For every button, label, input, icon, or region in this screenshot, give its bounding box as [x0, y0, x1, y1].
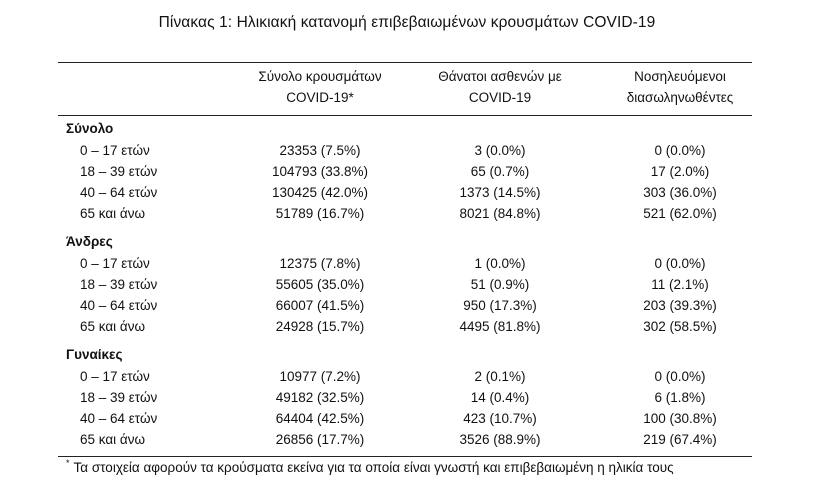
table-row: 0 – 17 ετών 10977 (7.2%) 2 (0.1%) 0 (0.0…	[0, 369, 814, 389]
table-row: 40 – 64 ετών 130425 (42.0%) 1373 (14.5%)…	[0, 185, 814, 205]
age-band-cell: 18 – 39 ετών	[80, 164, 158, 179]
cases-cell: 23353 (7.5%)	[279, 143, 361, 158]
table-row: 0 – 17 ετών 23353 (7.5%) 3 (0.0%) 0 (0.0…	[0, 143, 814, 163]
deaths-cell: 2 (0.1%)	[474, 369, 526, 384]
cases-cell: 55605 (35.0%)	[275, 277, 365, 292]
age-band-cell: 40 – 64 ετών	[80, 298, 158, 313]
table-row: 18 – 39 ετών 49182 (32.5%) 14 (0.4%) 6 (…	[0, 390, 814, 410]
intubated-cell: 11 (2.1%)	[651, 277, 709, 292]
age-band-cell: 65 και άνω	[80, 319, 146, 334]
cases-cell: 49182 (32.5%)	[275, 390, 365, 405]
deaths-cell: 8021 (84.8%)	[459, 206, 541, 221]
deaths-cell: 3 (0.0%)	[474, 143, 526, 158]
deaths-cell: 65 (0.7%)	[470, 164, 530, 179]
intubated-cell: 203 (39.3%)	[643, 298, 717, 313]
table-row: 40 – 64 ετών 64404 (42.5%) 423 (10.7%) 1…	[0, 411, 814, 431]
header-bottom-rule	[58, 115, 752, 116]
table-bottom-rule	[58, 456, 752, 457]
age-band-cell: 0 – 17 ετών	[80, 256, 150, 271]
age-band-cell: 40 – 64 ετών	[80, 411, 158, 426]
deaths-cell: 423 (10.7%)	[463, 411, 537, 426]
deaths-cell: 1 (0.0%)	[474, 256, 526, 271]
cases-cell: 104793 (33.8%)	[271, 164, 369, 179]
age-band-cell: 65 και άνω	[80, 206, 146, 221]
table-row: 40 – 64 ετών 66007 (41.5%) 950 (17.3%) 2…	[0, 298, 814, 318]
group-label-men: Άνδρες	[66, 234, 113, 249]
cases-cell: 66007 (41.5%)	[275, 298, 365, 313]
age-band-cell: 40 – 64 ετών	[80, 185, 158, 200]
intubated-cell: 0 (0.0%)	[654, 143, 706, 158]
cases-cell: 12375 (7.8%)	[279, 256, 361, 271]
table-top-rule	[58, 62, 752, 63]
cases-cell: 64404 (42.5%)	[275, 411, 365, 426]
age-band-cell: 0 – 17 ετών	[80, 143, 150, 158]
deaths-cell: 4495 (81.8%)	[459, 319, 541, 334]
deaths-cell: 14 (0.4%)	[470, 390, 530, 405]
header-deaths: Θάνατοι ασθενών με COVID-19	[438, 69, 562, 105]
table-row: 65 και άνω 26856 (17.7%) 3526 (88.9%) 21…	[0, 432, 814, 452]
deaths-cell: 950 (17.3%)	[463, 298, 537, 313]
intubated-cell: 17 (2.0%)	[650, 164, 710, 179]
table-row: 18 – 39 ετών 104793 (33.8%) 65 (0.7%) 17…	[0, 164, 814, 184]
age-band-cell: 65 και άνω	[80, 432, 146, 447]
group-label-women: Γυναίκες	[66, 347, 123, 362]
cases-cell: 130425 (42.0%)	[271, 185, 369, 200]
table-row: 0 – 17 ετών 12375 (7.8%) 1 (0.0%) 0 (0.0…	[0, 256, 814, 276]
cases-cell: 26856 (17.7%)	[275, 432, 365, 447]
footnote-marker: *	[66, 458, 70, 468]
intubated-cell: 0 (0.0%)	[654, 369, 706, 384]
age-band-cell: 18 – 39 ετών	[80, 277, 158, 292]
group-label-total: Σύνολο	[66, 121, 114, 136]
intubated-cell: 303 (36.0%)	[643, 185, 717, 200]
footnote-text: Τα στοιχεία αφορούν τα κρούσματα εκείνα …	[73, 460, 674, 475]
table-row: 65 και άνω 51789 (16.7%) 8021 (84.8%) 52…	[0, 206, 814, 226]
intubated-cell: 100 (30.8%)	[643, 411, 717, 426]
intubated-cell: 521 (62.0%)	[643, 206, 717, 221]
intubated-cell: 219 (67.4%)	[643, 432, 717, 447]
deaths-cell: 51 (0.9%)	[470, 277, 530, 292]
age-band-cell: 0 – 17 ετών	[80, 369, 150, 384]
cases-cell: 10977 (7.2%)	[279, 369, 361, 384]
intubated-cell: 302 (58.5%)	[643, 319, 717, 334]
table-row: 65 και άνω 24928 (15.7%) 4495 (81.8%) 30…	[0, 319, 814, 339]
header-intubated: Νοσηλευόμενοι διασωληνωθέντες	[626, 69, 734, 105]
header-total-cases: Σύνολο κρουσμάτων COVID-19*	[258, 69, 382, 105]
cases-cell: 24928 (15.7%)	[275, 319, 365, 334]
table-title: Πίνακας 1: Ηλικιακή κατανομή επιβεβαιωμέ…	[158, 14, 656, 31]
cases-cell: 51789 (16.7%)	[275, 206, 365, 221]
deaths-cell: 1373 (14.5%)	[459, 185, 541, 200]
intubated-cell: 6 (1.8%)	[654, 390, 706, 405]
table-row: 18 – 39 ετών 55605 (35.0%) 51 (0.9%) 11 …	[0, 277, 814, 297]
intubated-cell: 0 (0.0%)	[654, 256, 706, 271]
age-band-cell: 18 – 39 ετών	[80, 390, 158, 405]
footnote: * Τα στοιχεία αφορούν τα κρούσματα εκείνα…	[66, 458, 674, 475]
deaths-cell: 3526 (88.9%)	[459, 432, 541, 447]
